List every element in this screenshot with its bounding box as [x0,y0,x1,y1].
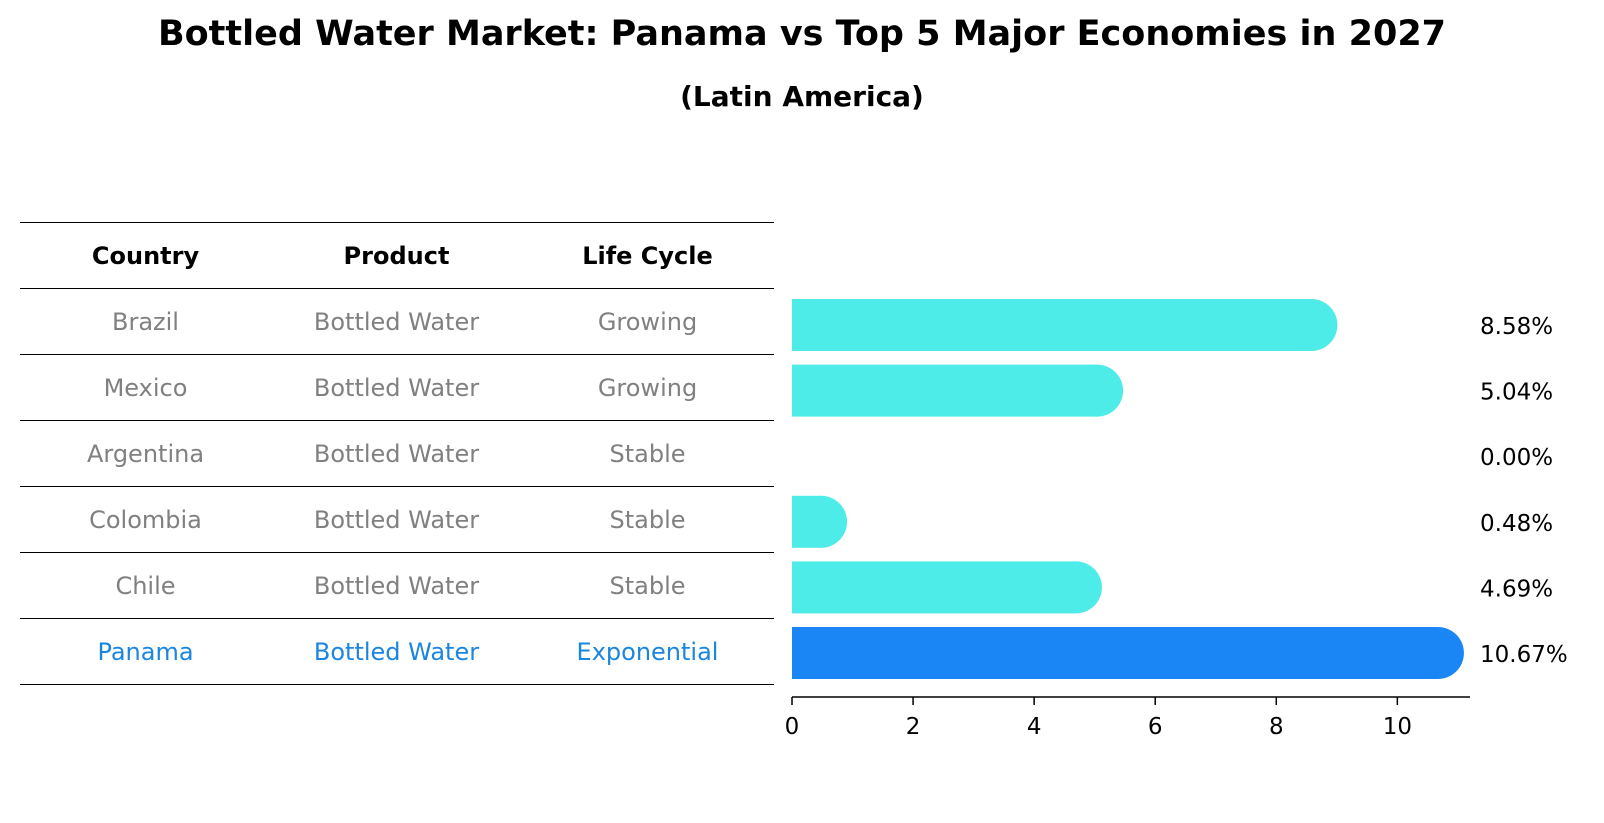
table-row: Brazil Bottled Water Growing [20,288,774,354]
x-tick-label: 0 [785,714,800,740]
bar-panama [792,627,1464,679]
table-row-highlight: Panama Bottled Water Exponential [20,618,774,685]
chart-subtitle: (Latin America) [680,80,924,113]
table-row: Mexico Bottled Water Growing [20,354,774,420]
life-cycle-cell: Exponential [576,637,719,666]
value-label: 4.69% [1480,576,1553,602]
bar-body [792,561,1076,614]
header-country: Country [91,241,200,270]
bar-body [792,299,1312,351]
product-cell: Bottled Water [313,505,480,534]
country-cell: Chile [115,571,176,600]
product-cell: Bottled Water [313,571,480,600]
product-cell: Bottled Water [313,307,480,336]
country-cell: Brazil [112,307,179,336]
bar-brazil [792,299,1338,351]
bar-cap [795,495,848,548]
country-cell: Panama [97,637,194,666]
header-life-cycle: Life Cycle [582,241,713,270]
chart-title: Bottled Water Market: Panama vs Top 5 Ma… [157,14,1447,54]
life-cycle-cell: Stable [609,571,686,600]
bar-cap [1071,364,1124,417]
x-tick-label: 2 [906,714,921,740]
bar-cap [1049,561,1102,614]
bar-cap [1411,627,1464,679]
product-cell: Bottled Water [313,637,480,666]
country-cell: Argentina [86,439,205,468]
bar-body [792,364,1098,417]
market-table: Country Product Life Cycle Brazil Bottle… [20,222,774,685]
product-cell: Bottled Water [313,373,480,402]
life-cycle-cell: Growing [597,373,698,402]
x-tick-label: 6 [1148,714,1163,740]
value-label: 8.58% [1480,314,1553,340]
value-label: 0.00% [1480,445,1553,471]
x-tick-label: 4 [1027,714,1042,740]
value-label: 5.04% [1480,380,1553,406]
bar-chile [792,561,1102,614]
life-cycle-cell: Stable [609,439,686,468]
table-header-row: Country Product Life Cycle [20,222,774,288]
country-cell: Mexico [103,373,188,402]
life-cycle-cell: Stable [609,505,686,534]
table-row: Colombia Bottled Water Stable [20,486,774,552]
value-label: 0.48% [1480,511,1553,537]
x-tick-label: 8 [1269,714,1284,740]
x-tick-label: 10 [1383,714,1412,740]
life-cycle-cell: Growing [597,307,698,336]
bar-cap [1285,299,1338,351]
table-row: Chile Bottled Water Stable [20,552,774,618]
product-cell: Bottled Water [313,439,480,468]
country-cell: Colombia [89,505,202,534]
bar-mexico [792,364,1124,417]
header-product: Product [343,241,450,270]
bar-colombia [792,495,848,548]
bar-body [792,627,1438,679]
table-row: Argentina Bottled Water Stable [20,420,774,486]
value-label: 10.67% [1480,642,1568,668]
